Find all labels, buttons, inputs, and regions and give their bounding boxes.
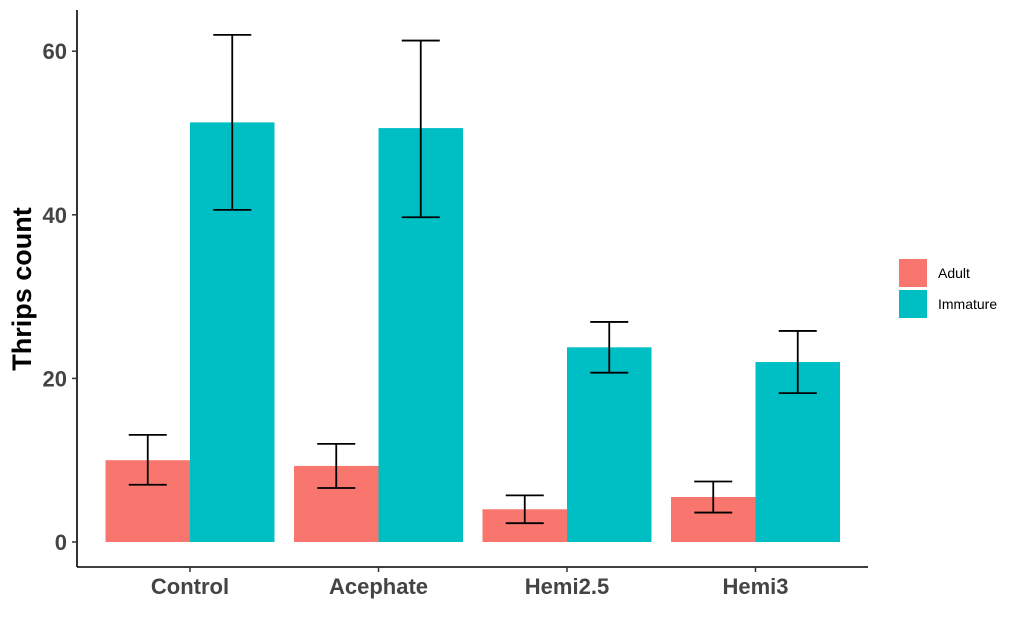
y-tick-label-60: 60 <box>43 39 67 64</box>
legend-item-immature: Immature <box>899 290 997 318</box>
error-bar-hemi3-adult <box>694 480 733 514</box>
error-bar-hemi3-immature <box>778 330 817 395</box>
error-bar-hemi2-5-immature <box>590 321 629 374</box>
legend-item-adult: Adult <box>899 259 970 287</box>
error-bar-acephate-immature <box>401 39 440 219</box>
y-axis-title: Thrips count <box>7 207 37 371</box>
bar-hemi2-5-immature <box>567 347 652 542</box>
y-tick-label-20: 20 <box>43 366 67 391</box>
x-tick-label-acephate: Acephate <box>329 574 428 599</box>
y-tick-label-40: 40 <box>43 203 67 228</box>
bars-layer <box>105 122 840 543</box>
legend-label: Adult <box>938 265 970 281</box>
error-bar-acephate-adult <box>317 442 356 489</box>
x-tick-label-hemi2-5: Hemi2.5 <box>525 574 609 599</box>
error-bar-hemi2-5-adult <box>505 494 544 525</box>
legend: Adult Immature <box>899 259 997 318</box>
x-tick-label-control: Control <box>151 574 229 599</box>
error-bar-control-adult <box>128 433 167 486</box>
y-ticks-layer: 0 20 40 60 <box>43 39 77 555</box>
x-tick-label-hemi3: Hemi3 <box>722 574 788 599</box>
legend-swatch <box>899 290 927 318</box>
y-tick-label-0: 0 <box>55 530 67 555</box>
error-bars-layer <box>128 33 817 525</box>
error-bar-control-immature <box>213 33 252 211</box>
x-ticks-layer: Control Acephate Hemi2.5 Hemi3 <box>151 567 789 599</box>
legend-label: Immature <box>938 296 997 312</box>
legend-swatch <box>899 259 927 287</box>
